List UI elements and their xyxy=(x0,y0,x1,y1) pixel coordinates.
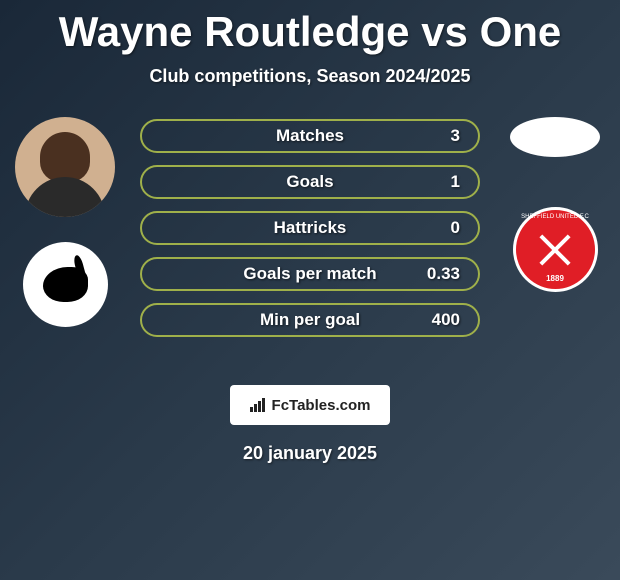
stat-row: Matches3 xyxy=(140,119,480,153)
stat-row: Goals1 xyxy=(140,165,480,199)
chart-icon xyxy=(250,398,268,412)
player-avatar-left xyxy=(15,117,115,217)
stat-row: Min per goal400 xyxy=(140,303,480,337)
stat-label: Matches xyxy=(200,126,420,146)
comparison-main: SHEFFIELD UNITED F.C 1889 Matches3Goals1… xyxy=(0,117,620,377)
swan-icon xyxy=(43,267,88,302)
stat-right-value: 400 xyxy=(420,310,460,330)
stat-label: Min per goal xyxy=(200,310,420,330)
stat-label: Hattricks xyxy=(200,218,420,238)
stat-label: Goals per match xyxy=(200,264,420,284)
footer-date: 20 january 2025 xyxy=(0,443,620,464)
player-avatar-right-blank xyxy=(510,117,600,157)
stats-list: Matches3Goals1Hattricks0Goals per match0… xyxy=(140,119,480,349)
stat-label: Goals xyxy=(200,172,420,192)
stat-right-value: 0.33 xyxy=(420,264,460,284)
site-name: FcTables.com xyxy=(272,397,371,414)
club-badge-swansea xyxy=(23,242,108,327)
right-column: SHEFFIELD UNITED F.C 1889 xyxy=(500,117,610,292)
subtitle: Club competitions, Season 2024/2025 xyxy=(0,66,620,87)
sheffield-year: 1889 xyxy=(516,274,595,283)
stat-right-value: 1 xyxy=(420,172,460,192)
stat-row: Hattricks0 xyxy=(140,211,480,245)
sheffield-text: SHEFFIELD UNITED F.C xyxy=(516,214,595,220)
site-badge: FcTables.com xyxy=(230,385,390,425)
left-column xyxy=(10,117,120,327)
page-title: Wayne Routledge vs One xyxy=(0,0,620,56)
stat-right-value: 3 xyxy=(420,126,460,146)
stat-row: Goals per match0.33 xyxy=(140,257,480,291)
club-badge-sheffield: SHEFFIELD UNITED F.C 1889 xyxy=(513,207,598,292)
stat-right-value: 0 xyxy=(420,218,460,238)
